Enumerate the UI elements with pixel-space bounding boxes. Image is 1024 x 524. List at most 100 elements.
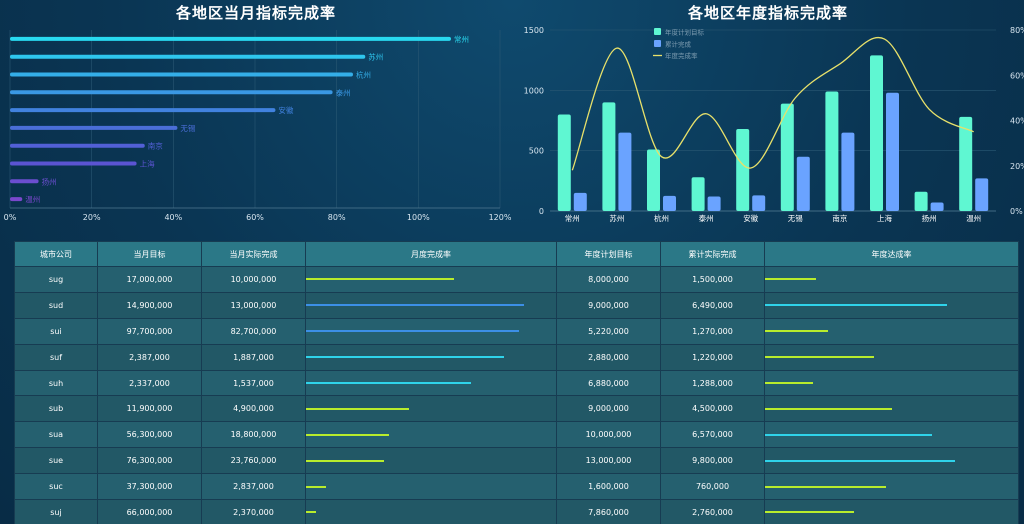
bar-cumulative <box>930 202 944 211</box>
city-performance-table: 城市公司 当月目标 当月实际完成 月度完成率 年度计划目标 累计实际完成 年度达… <box>14 241 1019 524</box>
company-cell: suh <box>14 369 98 397</box>
legend-swatch <box>654 40 661 47</box>
annual-rate-cell <box>764 499 1019 524</box>
annual-rate-cell <box>764 266 1019 293</box>
company-cell: sui <box>14 317 98 345</box>
rate-progress-bar <box>306 304 524 307</box>
bar <box>10 90 333 95</box>
table-row: suf 2,387,000 1,887,000 2,880,000 1,220,000 <box>14 343 1019 371</box>
rate-progress-bar <box>306 485 326 488</box>
col-header-company: 城市公司 <box>14 241 98 267</box>
cumulative-cell: 1,500,000 <box>660 266 765 293</box>
table-body: sug 17,000,000 10,000,000 8,000,000 1,500,00… <box>14 266 1019 524</box>
x-tick-label: 60% <box>246 213 264 222</box>
y-right-tick-label: 40% <box>1010 117 1024 126</box>
bar-category-label: 无锡 <box>180 124 195 133</box>
x-tick-label: 120% <box>489 213 512 222</box>
annual-rate-cell <box>764 473 1019 501</box>
monthly-target-cell: 76,300,000 <box>97 447 202 475</box>
annual-target-cell: 8,000,000 <box>556 266 661 293</box>
bar <box>10 72 353 77</box>
x-tick-label: 80% <box>328 213 346 222</box>
bar-annual-target <box>780 103 794 211</box>
rate-progress-bar <box>765 278 816 281</box>
city-performance-table-wrap: 城市公司 当月目标 当月实际完成 月度完成率 年度计划目标 累计实际完成 年度达… <box>14 241 1019 524</box>
table-row: sug 17,000,000 10,000,000 8,000,000 1,500,00… <box>14 266 1019 293</box>
cumulative-cell: 1,288,000 <box>660 369 765 397</box>
annual-target-cell: 9,000,000 <box>556 291 661 319</box>
cumulative-cell: 6,570,000 <box>660 421 765 449</box>
bar-cumulative <box>707 196 721 211</box>
monthly-actual-cell: 23,760,000 <box>201 447 306 475</box>
monthly-actual-cell: 2,370,000 <box>201 499 306 524</box>
table-row: sui 97,700,000 82,700,000 5,220,000 1,270,00… <box>14 317 1019 345</box>
monthly-actual-cell: 2,837,000 <box>201 473 306 501</box>
annual-target-cell: 9,000,000 <box>556 395 661 423</box>
bar-annual-target <box>870 55 883 212</box>
monthly-chart-title: 各地区当月指标完成率 <box>175 4 336 22</box>
bar <box>10 179 39 184</box>
annual-chart-title: 各地区年度指标完成率 <box>687 4 848 22</box>
cumulative-cell: 1,270,000 <box>660 317 765 345</box>
y-right-tick-label: 80% <box>1010 26 1024 35</box>
monthly-target-cell: 66,000,000 <box>97 499 202 524</box>
annual-rate-cell <box>764 291 1019 319</box>
annual-target-cell: 6,880,000 <box>556 369 661 397</box>
monthly-rate-cell <box>305 266 557 293</box>
x-tick-label: 苏州 <box>609 213 624 223</box>
cumulative-cell: 1,220,000 <box>660 343 765 371</box>
monthly-target-cell: 37,300,000 <box>97 473 202 501</box>
annual-rate-cell <box>764 421 1019 449</box>
x-tick-label: 100% <box>407 213 430 222</box>
annual-rate-cell <box>764 447 1019 475</box>
bar-annual-target <box>914 191 928 211</box>
bar-cumulative <box>886 92 899 211</box>
rate-progress-bar <box>765 485 887 488</box>
monthly-rate-cell <box>305 447 557 475</box>
rate-progress-bar <box>765 511 854 514</box>
table-row: sue 76,300,000 23,760,000 13,000,000 9,800,0… <box>14 447 1019 475</box>
y-right-tick-label: 0% <box>1010 207 1023 216</box>
x-tick-label: 南京 <box>832 213 847 223</box>
monthly-rate-cell <box>305 473 557 501</box>
bar <box>10 36 451 41</box>
x-tick-label: 0% <box>4 213 17 222</box>
monthly-target-cell: 17,000,000 <box>97 266 202 293</box>
cumulative-cell: 6,490,000 <box>660 291 765 319</box>
rate-progress-bar <box>306 433 389 436</box>
annual-rate-cell <box>764 395 1019 423</box>
rate-progress-bar <box>765 356 874 359</box>
bar-annual-target <box>959 116 973 211</box>
bar-category-label: 扬州 <box>42 176 57 186</box>
legend-label: 年度完成率 <box>665 51 698 60</box>
monthly-actual-cell: 1,537,000 <box>201 369 306 397</box>
col-header-annual-target: 年度计划目标 <box>556 241 661 267</box>
annual-rate-cell <box>764 317 1019 345</box>
bar-category-label: 泰州 <box>336 87 351 97</box>
x-tick-label: 上海 <box>877 213 892 223</box>
annual-target-cell: 13,000,000 <box>556 447 661 475</box>
bar-cumulative <box>841 132 855 211</box>
col-header-monthly-actual: 当月实际完成 <box>201 241 306 267</box>
company-cell: suc <box>14 473 98 501</box>
company-cell: suj <box>14 499 98 524</box>
bar-cumulative <box>752 195 766 211</box>
table-row: suc 37,300,000 2,837,000 1,600,000 760,000 <box>14 473 1019 501</box>
monthly-rate-cell <box>305 421 557 449</box>
bar-category-label: 常州 <box>454 35 469 44</box>
annual-rate-cell <box>764 369 1019 397</box>
rate-progress-bar <box>765 330 829 333</box>
annual-target-cell: 5,220,000 <box>556 317 661 345</box>
annual-target-cell: 2,880,000 <box>556 343 661 371</box>
cumulative-cell: 2,760,000 <box>660 499 765 524</box>
company-cell: sua <box>14 421 98 449</box>
monthly-rate-cell <box>305 499 557 524</box>
legend-swatch <box>654 28 661 35</box>
bar-category-label: 苏州 <box>368 52 383 62</box>
bar-category-label: 安徽 <box>278 105 293 115</box>
col-header-annual-rate: 年度达成率 <box>764 241 1019 267</box>
bar-annual-target <box>602 102 616 211</box>
company-cell: sug <box>14 266 98 293</box>
bar-cumulative <box>796 156 810 211</box>
bar-annual-target <box>647 149 660 211</box>
